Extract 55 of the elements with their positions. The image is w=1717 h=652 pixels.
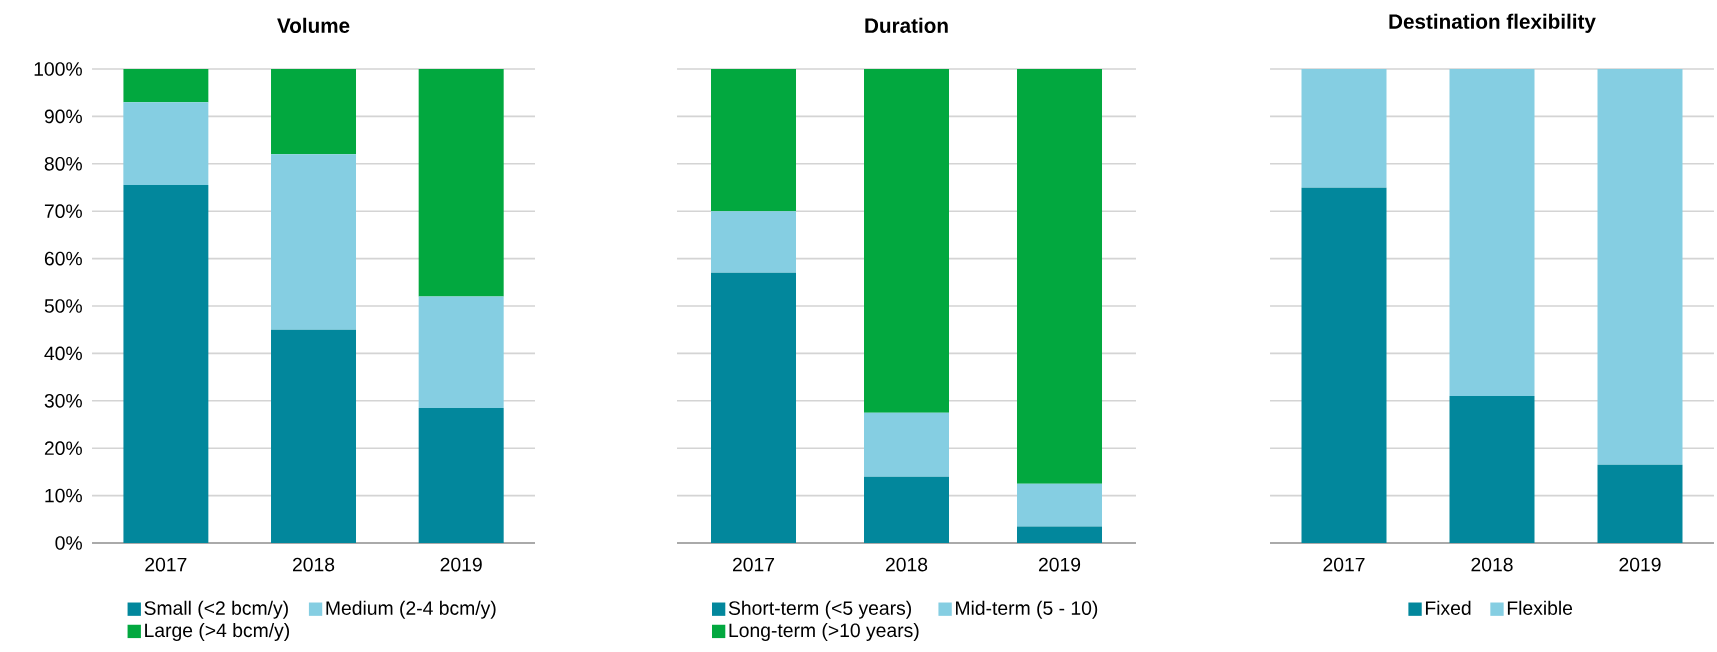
y-tick-label: 10% (45, 488, 82, 503)
x-tick-label: 2019 (1619, 557, 1661, 572)
bar (1597, 68, 1683, 465)
x-tick-label: 2018 (885, 557, 928, 572)
legend-label: Long-term (>10 years) (729, 622, 919, 641)
y-tick-label: 80% (44, 156, 82, 171)
x-tick-label: 2018 (1471, 557, 1513, 572)
chart-title: Duration (865, 17, 948, 33)
bar (1301, 187, 1387, 543)
y-tick-label: 50% (44, 299, 82, 313)
chart-title: Destination flexibility (1389, 13, 1596, 33)
legend-label: Small (<2 bcm/y) (144, 600, 288, 619)
x-tick-label: 2017 (145, 557, 187, 572)
bar (123, 102, 209, 186)
legend-label: Large (>4 bcm/y) (145, 622, 290, 641)
y-tick-label: 90% (44, 109, 82, 124)
legend-label: Medium (2-4 bcm/y) (326, 600, 496, 619)
x-tick-label: 2019 (440, 557, 482, 572)
x-tick-label: 2018 (292, 557, 335, 572)
bar (711, 272, 797, 543)
bar (711, 68, 797, 212)
bar (1449, 68, 1535, 397)
bar (271, 68, 357, 155)
bar (1301, 68, 1387, 188)
y-tick-label: 70% (44, 204, 82, 219)
bar (864, 412, 950, 477)
bar (864, 476, 950, 543)
bar (1017, 68, 1103, 484)
y-tick-label: 40% (44, 346, 82, 361)
y-tick-label: 100% (34, 62, 82, 76)
bar (418, 296, 504, 408)
bar (271, 329, 357, 543)
bar (1449, 396, 1535, 543)
y-tick-label: 60% (44, 251, 82, 266)
legend-label: Short-term (<5 years) (728, 600, 911, 619)
bar (271, 154, 357, 330)
bar (418, 68, 504, 297)
bar (1017, 526, 1103, 543)
bar (123, 185, 209, 543)
y-tick-label: 0% (55, 536, 82, 550)
x-tick-label: 2017 (732, 557, 775, 572)
bar (864, 68, 950, 413)
bar (418, 407, 504, 543)
chart-title: Volume (277, 17, 350, 33)
legend-label: Mid-term (5 - 10) (956, 600, 1098, 619)
bar (123, 68, 209, 103)
bar (711, 211, 797, 273)
y-tick-label: 30% (44, 393, 82, 408)
legend-label: Fixed (1425, 600, 1471, 615)
x-tick-label: 2017 (1323, 557, 1365, 572)
y-tick-label: 20% (44, 441, 82, 456)
x-tick-label: 2019 (1038, 557, 1081, 572)
bar (1597, 464, 1683, 543)
bar (1017, 483, 1103, 527)
legend-label: Flexible (1507, 600, 1573, 615)
